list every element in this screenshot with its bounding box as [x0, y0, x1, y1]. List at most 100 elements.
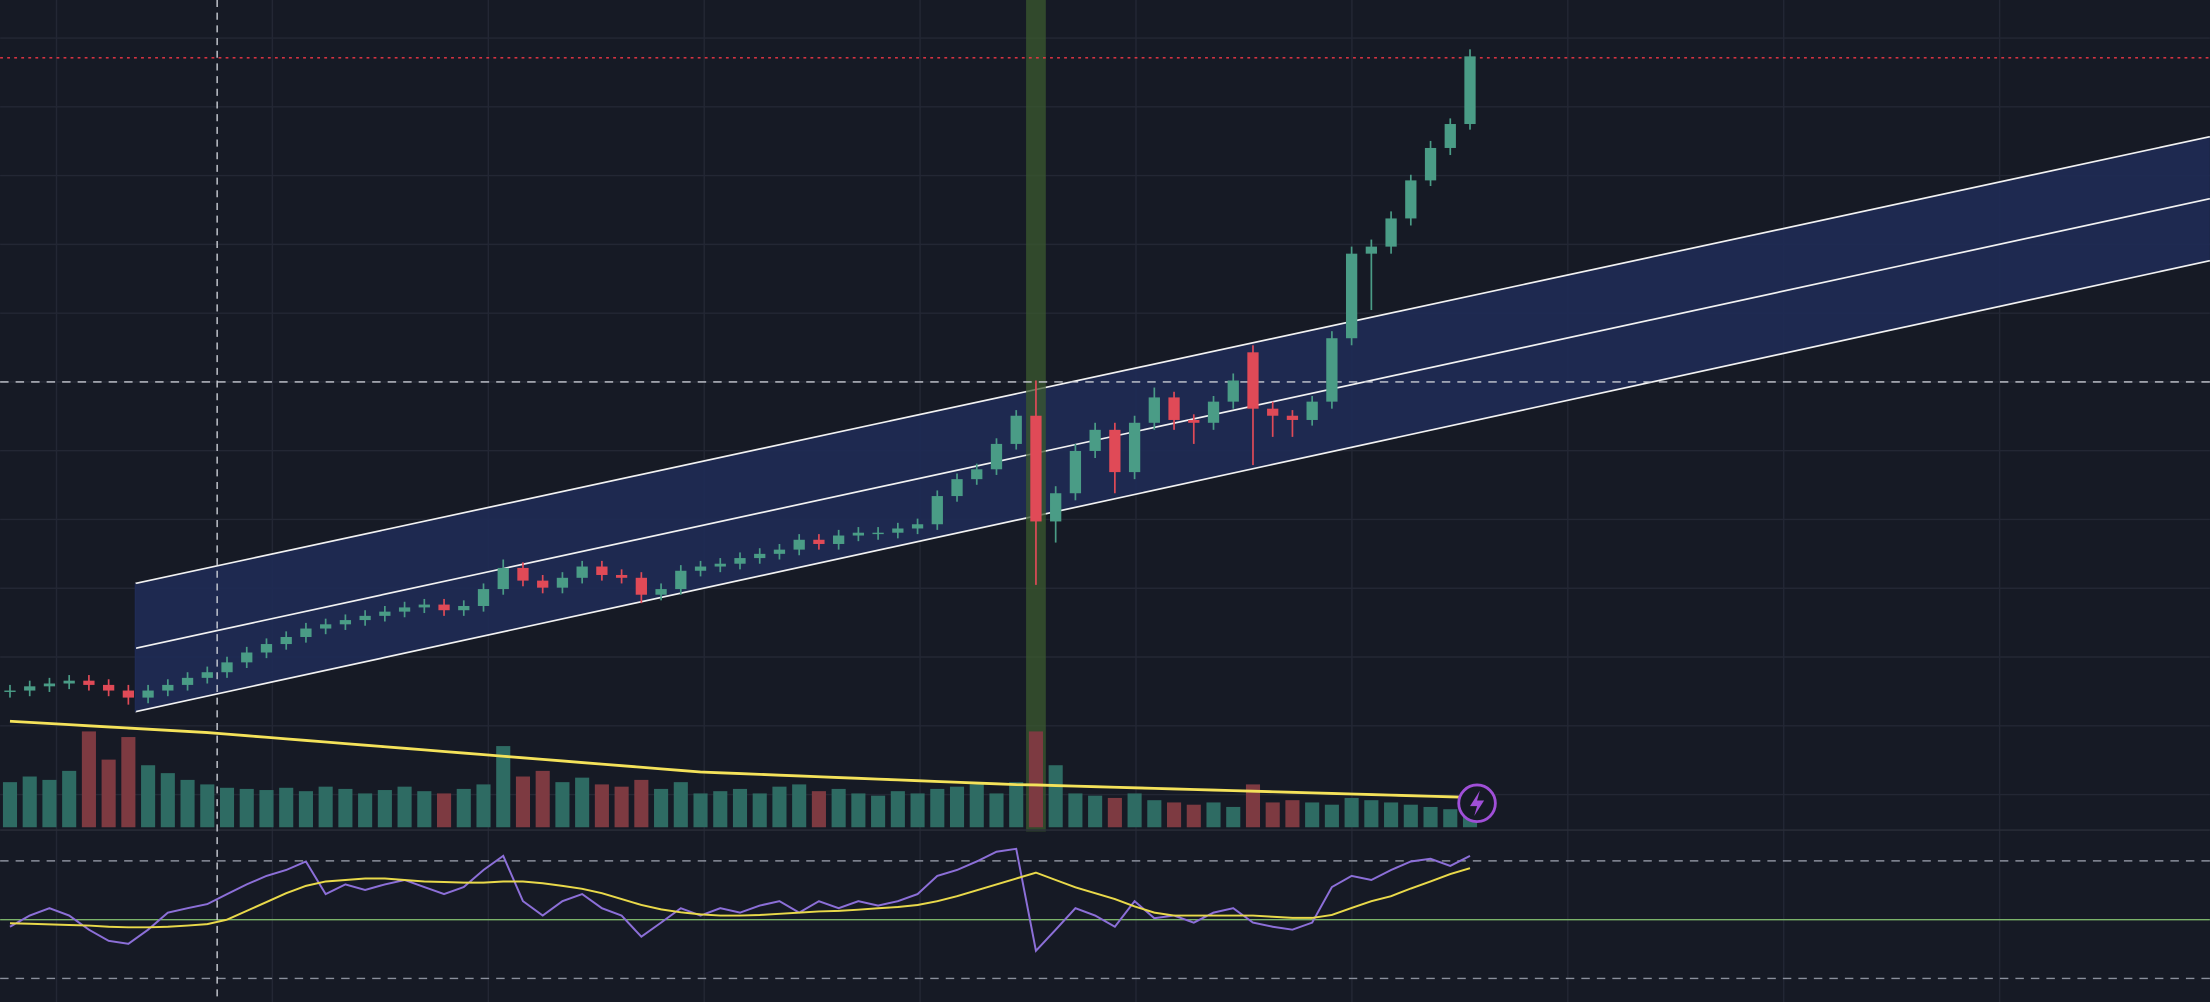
volume-bar — [476, 784, 491, 828]
volume-bar — [1127, 793, 1142, 828]
volume-bar — [594, 784, 609, 828]
volume-bar — [180, 779, 195, 828]
candle-body — [201, 672, 213, 678]
volume-bar — [417, 791, 432, 828]
candle-body — [773, 549, 786, 554]
candle-body — [556, 577, 569, 588]
candle-body — [4, 690, 16, 692]
candle-body — [1385, 218, 1397, 247]
rsi-line — [9, 847, 1471, 953]
volume-bar — [101, 759, 116, 828]
volume-bar — [1186, 804, 1201, 828]
candle-body — [635, 577, 647, 595]
candle-body — [497, 567, 509, 590]
volume-bar — [62, 770, 77, 828]
volume-bar — [219, 787, 235, 828]
candle-body — [1345, 253, 1358, 339]
candle-body — [1326, 338, 1338, 402]
candle-body — [162, 684, 174, 691]
candle-body — [398, 607, 411, 612]
volume-bar — [1048, 765, 1063, 828]
volume-bar — [318, 786, 333, 828]
volume-bar — [338, 788, 353, 828]
volume-bar — [614, 786, 629, 828]
candle-body — [1424, 147, 1437, 181]
candle-body — [833, 535, 845, 544]
candle-body — [63, 680, 75, 684]
candle-body — [852, 532, 865, 536]
candle-body — [339, 620, 352, 625]
volume-bar — [239, 788, 254, 828]
candle-body — [1405, 180, 1417, 219]
volume-ma — [9, 719, 1471, 799]
candle-body — [1306, 401, 1318, 420]
channel-middle — [135, 197, 2210, 650]
volume-bar — [437, 793, 452, 828]
volume-bar — [397, 786, 412, 828]
candle-body — [734, 558, 746, 564]
volume-bar — [752, 793, 767, 828]
volume-bar — [1009, 782, 1024, 828]
candle-body — [1089, 429, 1101, 451]
candle-body — [43, 683, 56, 687]
volume-bar — [1107, 797, 1122, 828]
candle-body — [300, 628, 312, 637]
volume-bar — [989, 793, 1004, 828]
volume-bar — [141, 765, 156, 828]
channel-upper — [135, 135, 2210, 585]
volume-bar — [1285, 800, 1300, 828]
volume-bar — [949, 786, 965, 828]
volume-bar — [1344, 797, 1359, 828]
channel-lower — [135, 259, 2210, 713]
candle-body — [675, 570, 687, 590]
candle-body — [320, 624, 332, 629]
candle-body — [280, 636, 292, 645]
candle-body — [477, 589, 490, 606]
candle-body — [931, 496, 943, 525]
volume-bar — [279, 787, 294, 828]
marks — [0, 49, 2210, 980]
volume-bar — [1147, 800, 1162, 828]
volume-bar — [1403, 804, 1418, 828]
volume-bar — [22, 776, 37, 828]
volume-bar — [1167, 802, 1182, 828]
candle-body — [1444, 124, 1456, 148]
volume-bar — [851, 793, 866, 828]
volume-bar — [555, 782, 570, 828]
candle-body — [379, 611, 391, 616]
candle-body — [1365, 246, 1377, 254]
volume-bar — [298, 791, 313, 828]
candle-body — [103, 684, 115, 691]
volume-bar — [1443, 809, 1458, 828]
candle-body — [714, 563, 726, 567]
candle-body — [142, 690, 154, 698]
volume-bar — [377, 790, 392, 828]
volume-bar — [575, 777, 590, 828]
volume-bar — [654, 788, 669, 828]
candle-body — [260, 644, 273, 653]
candle-body — [1267, 408, 1279, 416]
volume-bar — [515, 776, 531, 828]
candle-body — [24, 686, 36, 691]
candle-body — [122, 690, 135, 698]
volume-bar — [713, 791, 728, 828]
volume-bar — [160, 773, 175, 828]
volume-bar — [358, 793, 373, 828]
candle-body — [892, 528, 904, 533]
volume-bar — [871, 795, 886, 828]
candle-body — [1050, 493, 1062, 522]
candle-body — [1188, 419, 1200, 423]
candle-body — [655, 589, 667, 595]
candle-body — [1109, 429, 1121, 473]
candle-body — [1128, 422, 1141, 473]
candle-body — [359, 615, 371, 621]
candle-body — [576, 566, 588, 578]
volume-bar — [1265, 802, 1280, 828]
candle-body — [872, 532, 884, 535]
volume-bar — [1245, 784, 1261, 828]
volume-bar — [890, 791, 905, 828]
alert-bolt — [1470, 790, 1485, 816]
volume-bar — [1226, 806, 1241, 828]
